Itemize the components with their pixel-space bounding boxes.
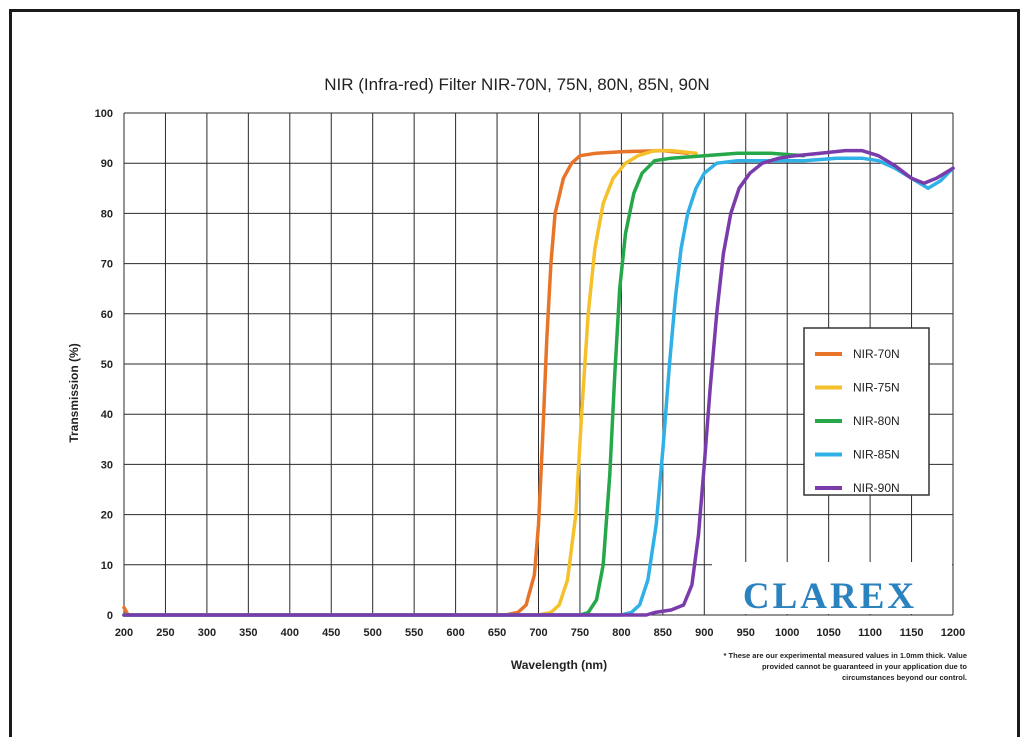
x-tick-label: 600 xyxy=(446,627,464,639)
x-tick-label: 1150 xyxy=(900,627,924,639)
footnote: * These are our experimental measured va… xyxy=(724,651,968,682)
x-tick-label: 250 xyxy=(156,627,174,639)
footnote-line: circumstances beyond our control. xyxy=(842,673,967,682)
legend-label: NIR-75N xyxy=(853,381,900,395)
clarex-logo: CLAREX xyxy=(743,576,917,617)
legend-label: NIR-70N xyxy=(853,347,900,361)
x-tick-label: 200 xyxy=(115,627,133,639)
series-line-nir-75n xyxy=(122,148,698,617)
y-axis-label: Transmission (%) xyxy=(67,343,81,442)
x-tick-label: 300 xyxy=(198,627,216,639)
legend-label: NIR-80N xyxy=(853,414,900,428)
y-tick-label: 30 xyxy=(101,459,113,471)
footnote-line: * These are our experimental measured va… xyxy=(724,651,967,660)
y-tick-label: 80 xyxy=(101,208,113,220)
chart-svg: NIR (Infra-red) Filter NIR-70N, 75N, 80N… xyxy=(67,75,968,682)
x-tick-label: 450 xyxy=(322,627,340,639)
x-tick-label: 800 xyxy=(612,627,630,639)
legend-label: NIR-85N xyxy=(853,448,900,462)
x-tick-label: 500 xyxy=(364,627,382,639)
legend: NIR-70N NIR-75N NIR-80N NIR-85N NIR-90N xyxy=(803,327,930,496)
x-tick-label: 550 xyxy=(405,627,423,639)
y-tick-label: 60 xyxy=(101,309,113,321)
y-tick-label: 40 xyxy=(101,409,113,421)
legend-label: NIR-90N xyxy=(853,481,900,495)
y-tick-label: 20 xyxy=(101,510,113,522)
y-tick-label: 90 xyxy=(101,158,113,170)
chart-frame: NIR (Infra-red) Filter NIR-70N, 75N, 80N… xyxy=(9,9,1020,737)
x-tick-label: 1100 xyxy=(858,627,882,639)
chart-title: NIR (Infra-red) Filter NIR-70N, 75N, 80N… xyxy=(324,75,709,94)
footnote-line: provided cannot be guaranteed in your ap… xyxy=(762,662,967,671)
y-tick-label: 0 xyxy=(107,610,113,622)
series-lines xyxy=(122,148,955,617)
x-tick-labels: 200 250 300 350 400 450 500 550 600 650 700 750 800 8… xyxy=(115,627,965,639)
x-tick-label: 750 xyxy=(571,627,589,639)
x-tick-label: 350 xyxy=(239,627,257,639)
x-tick-label: 850 xyxy=(654,627,672,639)
x-tick-label: 1200 xyxy=(941,627,965,639)
series-line-nir-90n xyxy=(122,148,955,617)
x-tick-label: 1050 xyxy=(816,627,840,639)
x-tick-label: 900 xyxy=(695,627,713,639)
series-line-nir-85n xyxy=(122,156,955,617)
y-tick-label: 10 xyxy=(101,560,113,572)
y-tick-label: 50 xyxy=(101,359,113,371)
y-tick-label: 70 xyxy=(101,259,113,271)
x-tick-label: 700 xyxy=(529,627,547,639)
x-tick-label: 400 xyxy=(281,627,299,639)
y-tick-label: 100 xyxy=(95,108,113,120)
brand-backdrop xyxy=(712,562,952,614)
series-line-nir-70n xyxy=(122,148,690,617)
x-tick-label: 1000 xyxy=(775,627,799,639)
series-line-nir-80n xyxy=(122,151,806,617)
x-axis-label: Wavelength (nm) xyxy=(511,658,607,672)
x-tick-label: 650 xyxy=(488,627,506,639)
y-tick-labels: 0 10 20 30 40 50 60 70 80 90 100 xyxy=(95,108,113,622)
x-tick-label: 950 xyxy=(737,627,755,639)
